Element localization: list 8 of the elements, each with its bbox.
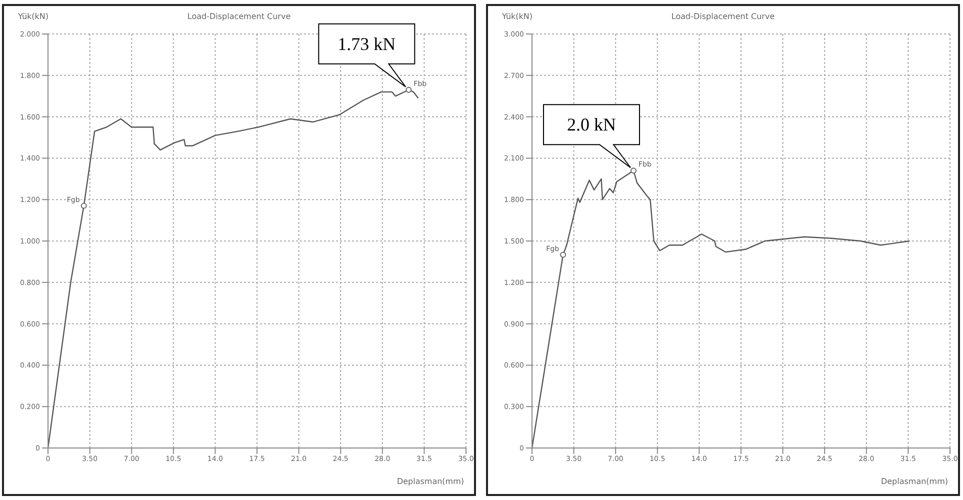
x-axis-title: Deplasman(mm) <box>396 477 464 486</box>
annotation: 2.0 kN <box>567 114 616 135</box>
chart-title: Load-Displacement Curve <box>187 12 291 21</box>
y-axis-title: Yük(kN) <box>502 12 533 21</box>
chart-title: Load-Displacement Curve <box>671 12 775 21</box>
annotation: 1.73 kN <box>338 34 396 54</box>
x-axis-title: Deplasman(mm) <box>880 477 948 486</box>
y-axis-title: Yük(kN) <box>18 12 49 21</box>
